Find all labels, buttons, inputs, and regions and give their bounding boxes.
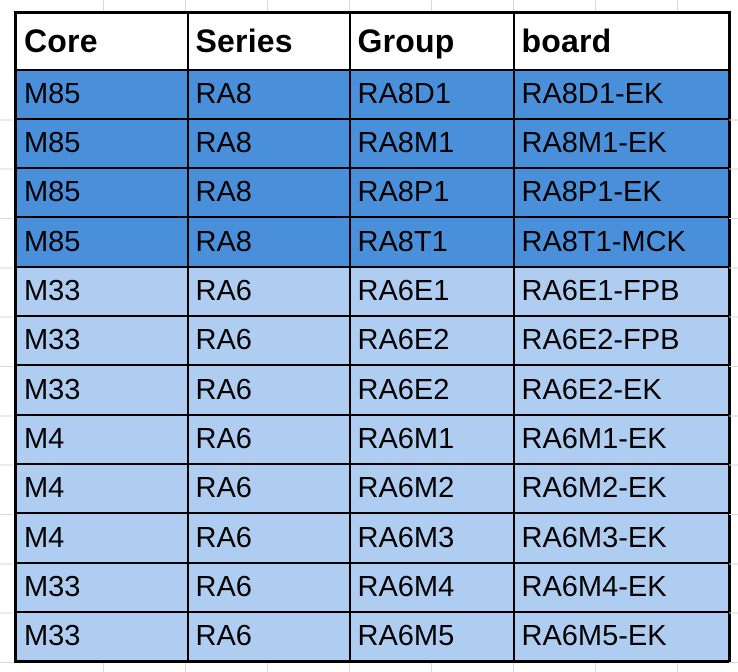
cell-core[interactable]: M4 [14, 413, 189, 466]
cell-board[interactable]: RA6M4-EK [512, 561, 731, 614]
cell-series[interactable]: RA6 [186, 611, 351, 663]
table-row: M33 RA6 RA6E1 RA6E1-FPB [14, 265, 731, 318]
table-row: M33 RA6 RA6M4 RA6M4-EK [14, 561, 731, 614]
table-row: M85 RA8 RA8T1 RA8T1-MCK [14, 216, 731, 268]
spreadsheet-gridline [103, 0, 104, 11]
cell-board[interactable]: RA6E1-FPB [512, 265, 731, 318]
cell-group[interactable]: RA6M3 [348, 512, 515, 564]
table-row: M85 RA8 RA8M1 RA8M1-EK [14, 117, 731, 170]
spreadsheet-gridline [431, 0, 432, 11]
table-row: M85 RA8 RA8P1 RA8P1-EK [14, 167, 731, 219]
cell-board[interactable]: RA6E2-FPB [512, 315, 731, 367]
cell-group[interactable]: RA8M1 [348, 117, 515, 170]
cell-group[interactable]: RA6M2 [348, 463, 515, 515]
spreadsheet-gridline [185, 0, 186, 11]
spreadsheet-top-gridline-strip [0, 0, 738, 11]
cell-series[interactable]: RA6 [186, 463, 351, 515]
left-gutter-gridlines [0, 71, 13, 663]
header-cell-board[interactable]: board [512, 11, 731, 71]
cell-core[interactable]: M33 [14, 364, 189, 416]
table-row: M4 RA6 RA6M1 RA6M1-EK [14, 413, 731, 466]
cell-core[interactable]: M33 [14, 265, 189, 318]
cell-series[interactable]: RA6 [186, 512, 351, 564]
cell-group[interactable]: RA8T1 [348, 216, 515, 268]
cell-core[interactable]: M33 [14, 561, 189, 614]
mcu-board-table: Core Series Group board M85 RA8 RA8D1 RA… [14, 11, 731, 663]
header-cell-series[interactable]: Series [186, 11, 351, 71]
header-cell-core[interactable]: Core [14, 11, 189, 71]
cell-group[interactable]: RA6M5 [348, 611, 515, 663]
cell-core[interactable]: M85 [14, 117, 189, 170]
spreadsheet-bottom-gridline-strip [0, 663, 738, 672]
spreadsheet-gridline [349, 0, 350, 11]
cell-group[interactable]: RA6M1 [348, 413, 515, 466]
cell-series[interactable]: RA8 [186, 117, 351, 170]
table-row: M33 RA6 RA6E2 RA6E2-EK [14, 364, 731, 416]
cell-board[interactable]: RA8P1-EK [512, 167, 731, 219]
spreadsheet-gridline [677, 663, 678, 672]
cell-core[interactable]: M4 [14, 512, 189, 564]
cell-board[interactable]: RA6M1-EK [512, 413, 731, 466]
spreadsheet-gridline [103, 663, 104, 672]
cell-series[interactable]: RA6 [186, 364, 351, 416]
cell-board[interactable]: RA8M1-EK [512, 117, 731, 170]
table-row: M85 RA8 RA8D1 RA8D1-EK [14, 68, 731, 120]
spreadsheet-gridline [267, 663, 268, 672]
cell-group[interactable]: RA6E2 [348, 364, 515, 416]
header-cell-group[interactable]: Group [348, 11, 515, 71]
cell-core[interactable]: M85 [14, 216, 189, 268]
cell-core[interactable]: M85 [14, 68, 189, 120]
cell-core[interactable]: M33 [14, 315, 189, 367]
cell-group[interactable]: RA8D1 [348, 68, 515, 120]
cell-board[interactable]: RA6M3-EK [512, 512, 731, 564]
cell-group[interactable]: RA6E2 [348, 315, 515, 367]
cell-series[interactable]: RA8 [186, 167, 351, 219]
cell-core[interactable]: M4 [14, 463, 189, 515]
table-row: M33 RA6 RA6E2 RA6E2-FPB [14, 315, 731, 367]
header-row: Core Series Group board [14, 11, 731, 71]
cell-group[interactable]: RA6E1 [348, 265, 515, 318]
cell-series[interactable]: RA6 [186, 561, 351, 614]
cell-core[interactable]: M85 [14, 167, 189, 219]
cell-series[interactable]: RA8 [186, 68, 351, 120]
cell-series[interactable]: RA6 [186, 413, 351, 466]
spreadsheet-gridline [349, 663, 350, 672]
spreadsheet-gridline [431, 663, 432, 672]
cell-board[interactable]: RA6E2-EK [512, 364, 731, 416]
spreadsheet-gridline [513, 663, 514, 672]
cell-board[interactable]: RA6M5-EK [512, 611, 731, 663]
spreadsheet-gridline [595, 0, 596, 11]
table-body: M85 RA8 RA8D1 RA8D1-EK M85 RA8 RA8M1 RA8… [14, 68, 731, 663]
cell-board[interactable]: RA8D1-EK [512, 68, 731, 120]
table-row: M33 RA6 RA6M5 RA6M5-EK [14, 611, 731, 663]
cell-core[interactable]: M33 [14, 611, 189, 663]
spreadsheet-gridline [267, 0, 268, 11]
spreadsheet-gridline [185, 663, 186, 672]
spreadsheet-gridline [595, 663, 596, 672]
cell-series[interactable]: RA6 [186, 315, 351, 367]
spreadsheet-gridline [513, 0, 514, 11]
cell-series[interactable]: RA6 [186, 265, 351, 318]
cell-board[interactable]: RA8T1-MCK [512, 216, 731, 268]
spreadsheet-gridline [677, 0, 678, 11]
table-row: M4 RA6 RA6M2 RA6M2-EK [14, 463, 731, 515]
cell-group[interactable]: RA6M4 [348, 561, 515, 614]
table-row: M4 RA6 RA6M3 RA6M3-EK [14, 512, 731, 564]
cell-series[interactable]: RA8 [186, 216, 351, 268]
cell-group[interactable]: RA8P1 [348, 167, 515, 219]
cell-board[interactable]: RA6M2-EK [512, 463, 731, 515]
